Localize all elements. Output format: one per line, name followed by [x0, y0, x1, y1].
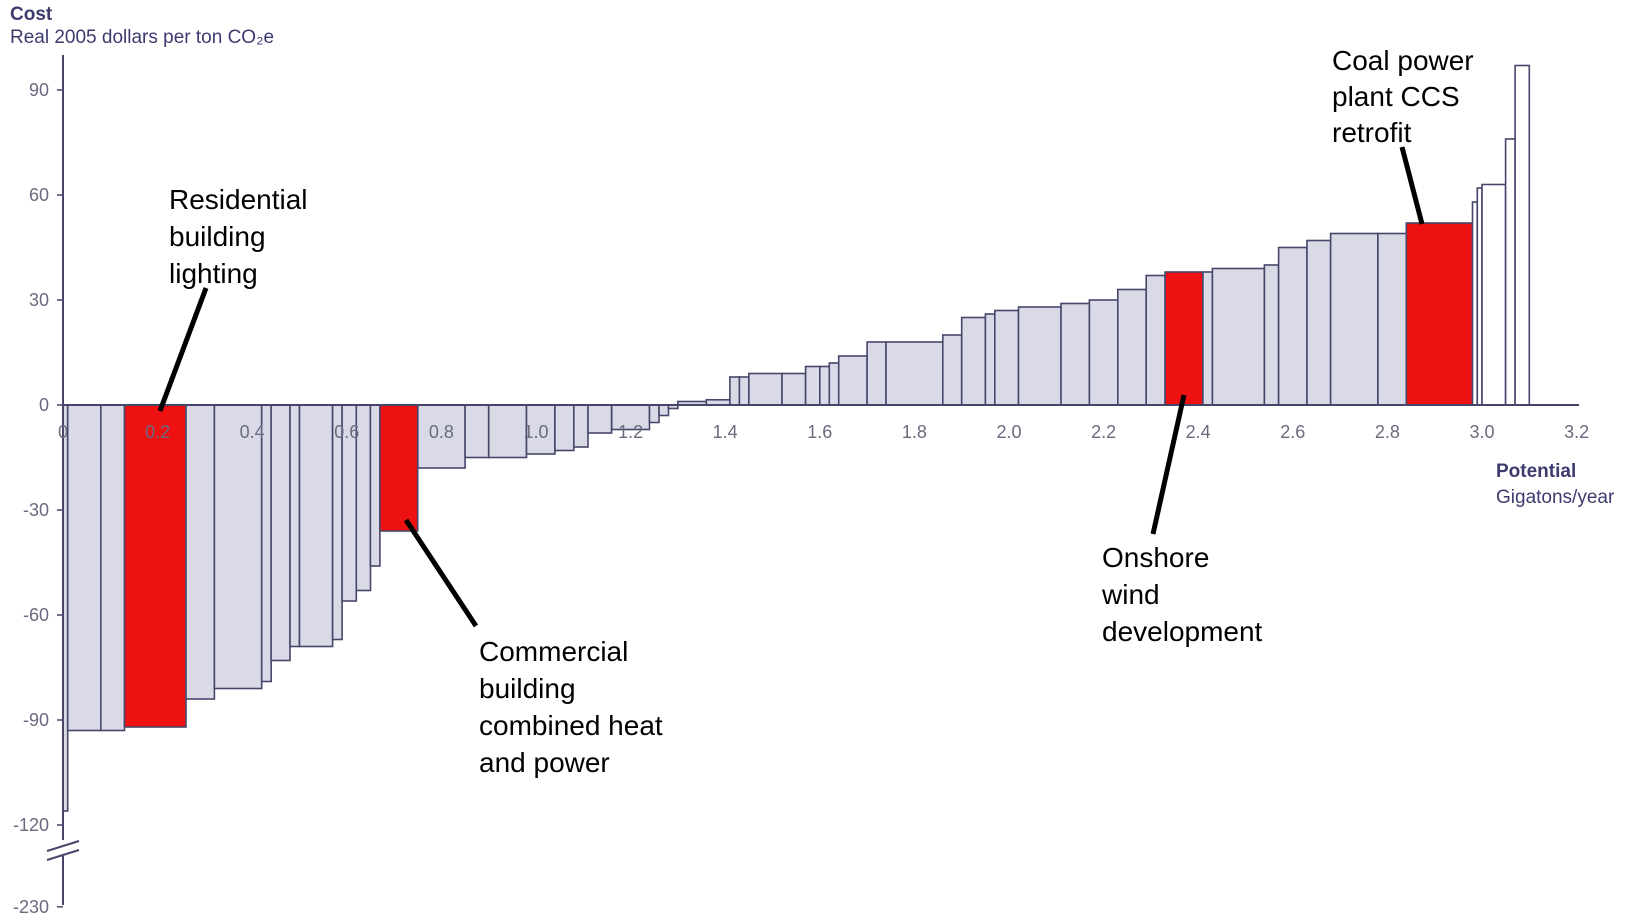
bar: [213, 404, 263, 690]
bar: [1211, 267, 1266, 406]
callout-label: Onshore wind development: [1101, 542, 1263, 647]
x-tick-label: 0.2: [145, 422, 170, 442]
y-tick-label: -30: [23, 500, 49, 520]
bar: [1202, 271, 1214, 406]
bar: [298, 404, 334, 648]
x-tick-label: 0.8: [429, 422, 454, 442]
bar: [818, 365, 831, 406]
x-tick-label: 2.6: [1280, 422, 1305, 442]
bar: [1263, 264, 1280, 406]
x-tick-label: 2.8: [1375, 422, 1400, 442]
bar: [866, 341, 887, 406]
x-ticks: 0 0.2 0.4 0.6 0.8 1.0 1.2 1.4 1.6 1.8 2.0 2.2 2.4 2.6…: [58, 422, 1589, 442]
bar: [960, 316, 987, 406]
bars-layer: [62, 64, 1531, 812]
bar-highlight: [1405, 222, 1474, 406]
bar: [66, 404, 102, 732]
bar: [1060, 302, 1091, 406]
bar: [993, 309, 1020, 406]
bar: [369, 404, 381, 567]
callout-leader-line: [403, 518, 479, 628]
y-tick-label: 30: [29, 290, 49, 310]
bar: [1088, 299, 1119, 406]
bar: [885, 341, 944, 406]
x-tick-label: 1.2: [618, 422, 643, 442]
bar: [587, 404, 613, 434]
x-tick-label: 1.8: [902, 422, 927, 442]
bar: [270, 404, 291, 662]
x-tick-label: 0.6: [334, 422, 359, 442]
bar: [100, 404, 126, 732]
bar: [828, 362, 840, 406]
bar: [1277, 246, 1308, 406]
callout-label: Commercial building combined heat and power: [479, 636, 663, 778]
bar: [487, 404, 528, 459]
y-tick-label: 90: [29, 80, 49, 100]
x-axis-subtitle: Gigatons/year: [1496, 487, 1615, 508]
bar: [837, 355, 868, 406]
x-tick-label: 0.4: [240, 422, 265, 442]
bar: [658, 404, 670, 417]
x-axis-title: Potential: [1496, 461, 1576, 482]
y-tick-label: -230: [13, 897, 49, 914]
bar: [464, 404, 490, 459]
bar: [1514, 64, 1531, 406]
bar: [1329, 232, 1379, 406]
y-axis-subtitle: Real 2005 dollars per ton CO₂e: [10, 27, 274, 48]
bar: [185, 404, 216, 700]
y-tick-label: -120: [13, 815, 49, 835]
bar: [1145, 274, 1166, 406]
bar: [738, 376, 750, 406]
bar: [984, 313, 996, 406]
bar-highlight: [1164, 271, 1204, 406]
bar: [729, 376, 741, 406]
callout-leader-line: [157, 287, 209, 412]
bar: [804, 365, 821, 406]
y-ticks: 90 60 30 0 -30 -60 -90 -120 -230: [13, 80, 63, 917]
bar: [648, 404, 660, 424]
bar: [941, 334, 963, 406]
y-tick-label: -90: [23, 710, 49, 730]
callouts: Residential building lighting Commercial bui…: [157, 45, 1474, 778]
x-tick-label: 1.4: [713, 422, 738, 442]
bar: [1306, 239, 1332, 406]
bar: [1017, 306, 1062, 406]
bar: [1471, 201, 1478, 406]
y-tick-label: 60: [29, 185, 49, 205]
bar: [1481, 183, 1507, 406]
callout-leader-line: [1150, 394, 1187, 535]
x-tick-label: 2.2: [1091, 422, 1116, 442]
axis-break-icon: [46, 840, 80, 861]
bar: [572, 404, 589, 448]
bar-highlight: [123, 404, 187, 728]
x-tick-label: 1.6: [807, 422, 832, 442]
callout-label: Residential building lighting: [169, 184, 308, 289]
y-tick-label: -60: [23, 605, 49, 625]
x-tick-label: 2.0: [996, 422, 1021, 442]
x-tick-label: 0: [58, 422, 68, 442]
x-tick-label: 2.4: [1186, 422, 1211, 442]
y-tick-label: 0: [39, 395, 49, 415]
axes-layer: [46, 55, 1579, 905]
bar: [748, 372, 783, 406]
bar-highlight: [379, 404, 419, 532]
bar: [1117, 288, 1148, 406]
callout-leader-line: [1399, 146, 1425, 225]
x-tick-label: 3.2: [1564, 422, 1589, 442]
x-tick-label: 1.0: [523, 422, 548, 442]
bar: [260, 404, 273, 683]
y-axis-title: Cost: [10, 4, 53, 25]
bar: [781, 372, 807, 406]
bar: [1504, 138, 1516, 406]
bar: [554, 404, 575, 452]
bar: [289, 404, 301, 648]
x-tick-label: 3.0: [1469, 422, 1494, 442]
bar: [1377, 232, 1408, 406]
callout-label: Coal power plant CCS retrofit: [1332, 45, 1474, 148]
